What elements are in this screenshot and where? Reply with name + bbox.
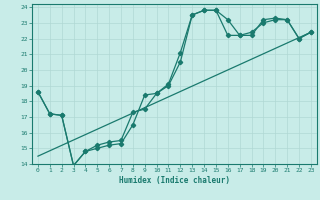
X-axis label: Humidex (Indice chaleur): Humidex (Indice chaleur) xyxy=(119,176,230,185)
